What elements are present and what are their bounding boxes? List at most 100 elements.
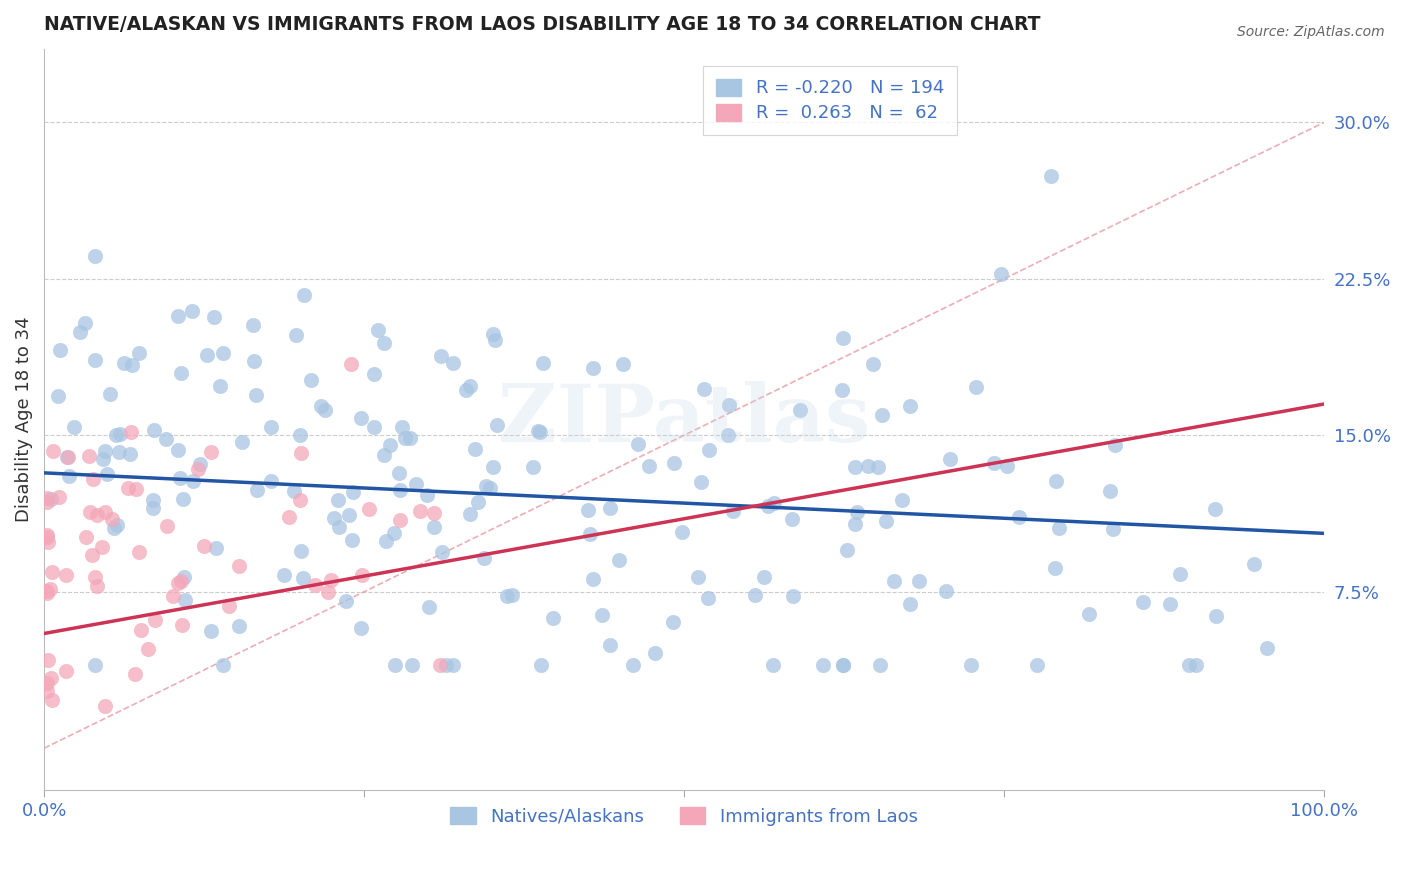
Point: [174, 593, 197, 607]
Point: [326, 493, 349, 508]
Point: [531, 356, 554, 370]
Point: [1077, 607, 1099, 621]
Point: [1132, 595, 1154, 609]
Point: [762, 657, 785, 672]
Point: [780, 512, 803, 526]
Point: [46, 389, 69, 403]
Point: [48, 490, 70, 504]
Point: [82, 472, 104, 486]
Point: [389, 513, 412, 527]
Point: [193, 539, 215, 553]
Point: [94, 444, 117, 458]
Point: [290, 544, 312, 558]
Point: [789, 403, 811, 417]
Point: [94, 699, 117, 714]
Point: [723, 504, 745, 518]
Point: [662, 615, 685, 629]
Point: [128, 345, 150, 359]
Point: [529, 657, 551, 672]
Point: [322, 511, 344, 525]
Point: [180, 303, 202, 318]
Point: [423, 506, 446, 520]
Point: [311, 400, 333, 414]
Point: [100, 387, 122, 401]
Point: [832, 657, 855, 672]
Point: [869, 657, 891, 672]
Point: [388, 466, 411, 480]
Point: [1007, 509, 1029, 524]
Point: [373, 448, 395, 462]
Point: [170, 574, 193, 589]
Point: [228, 619, 250, 633]
Point: [1102, 523, 1125, 537]
Point: [883, 574, 905, 589]
Point: [422, 520, 444, 534]
Point: [1243, 557, 1265, 571]
Point: [100, 512, 122, 526]
Point: [811, 657, 834, 672]
Point: [384, 657, 406, 672]
Point: [162, 589, 184, 603]
Point: [202, 310, 225, 324]
Point: [35, 675, 58, 690]
Point: [870, 408, 893, 422]
Point: [856, 458, 879, 473]
Point: [464, 442, 486, 456]
Point: [388, 483, 411, 498]
Point: [105, 517, 128, 532]
Point: [142, 501, 165, 516]
Point: [260, 420, 283, 434]
Point: [273, 568, 295, 582]
Point: [314, 403, 336, 417]
Point: [41, 671, 63, 685]
Point: [1045, 474, 1067, 488]
Point: [758, 499, 780, 513]
Point: [373, 336, 395, 351]
Point: [56, 450, 79, 465]
Point: [339, 357, 361, 371]
Point: [485, 418, 508, 433]
Text: NATIVE/ALASKAN VS IMMIGRANTS FROM LAOS DISABILITY AGE 18 TO 34 CORRELATION CHART: NATIVE/ALASKAN VS IMMIGRANTS FROM LAOS D…: [44, 15, 1040, 34]
Point: [278, 509, 301, 524]
Point: [1178, 657, 1201, 672]
Point: [181, 474, 204, 488]
Point: [621, 657, 644, 672]
Point: [1039, 169, 1062, 183]
Point: [91, 451, 114, 466]
Point: [581, 572, 603, 586]
Point: [94, 505, 117, 519]
Point: [200, 624, 222, 638]
Point: [959, 657, 981, 672]
Point: [898, 597, 921, 611]
Point: [862, 357, 884, 371]
Point: [49, 343, 72, 358]
Point: [1204, 502, 1226, 516]
Point: [143, 613, 166, 627]
Point: [141, 492, 163, 507]
Point: [242, 318, 264, 332]
Point: [844, 459, 866, 474]
Point: [110, 427, 132, 442]
Point: [1168, 567, 1191, 582]
Point: [143, 423, 166, 437]
Point: [1026, 657, 1049, 672]
Point: [644, 646, 666, 660]
Point: [599, 638, 621, 652]
Point: [103, 521, 125, 535]
Point: [292, 288, 315, 302]
Point: [90, 541, 112, 555]
Point: [579, 527, 602, 541]
Point: [378, 438, 401, 452]
Point: [995, 458, 1018, 473]
Point: [686, 570, 709, 584]
Point: [290, 446, 312, 460]
Point: [69, 326, 91, 340]
Point: [898, 399, 921, 413]
Point: [172, 491, 194, 506]
Point: [626, 437, 648, 451]
Point: [118, 447, 141, 461]
Point: [128, 545, 150, 559]
Point: [576, 503, 599, 517]
Point: [441, 657, 464, 672]
Point: [418, 599, 440, 614]
